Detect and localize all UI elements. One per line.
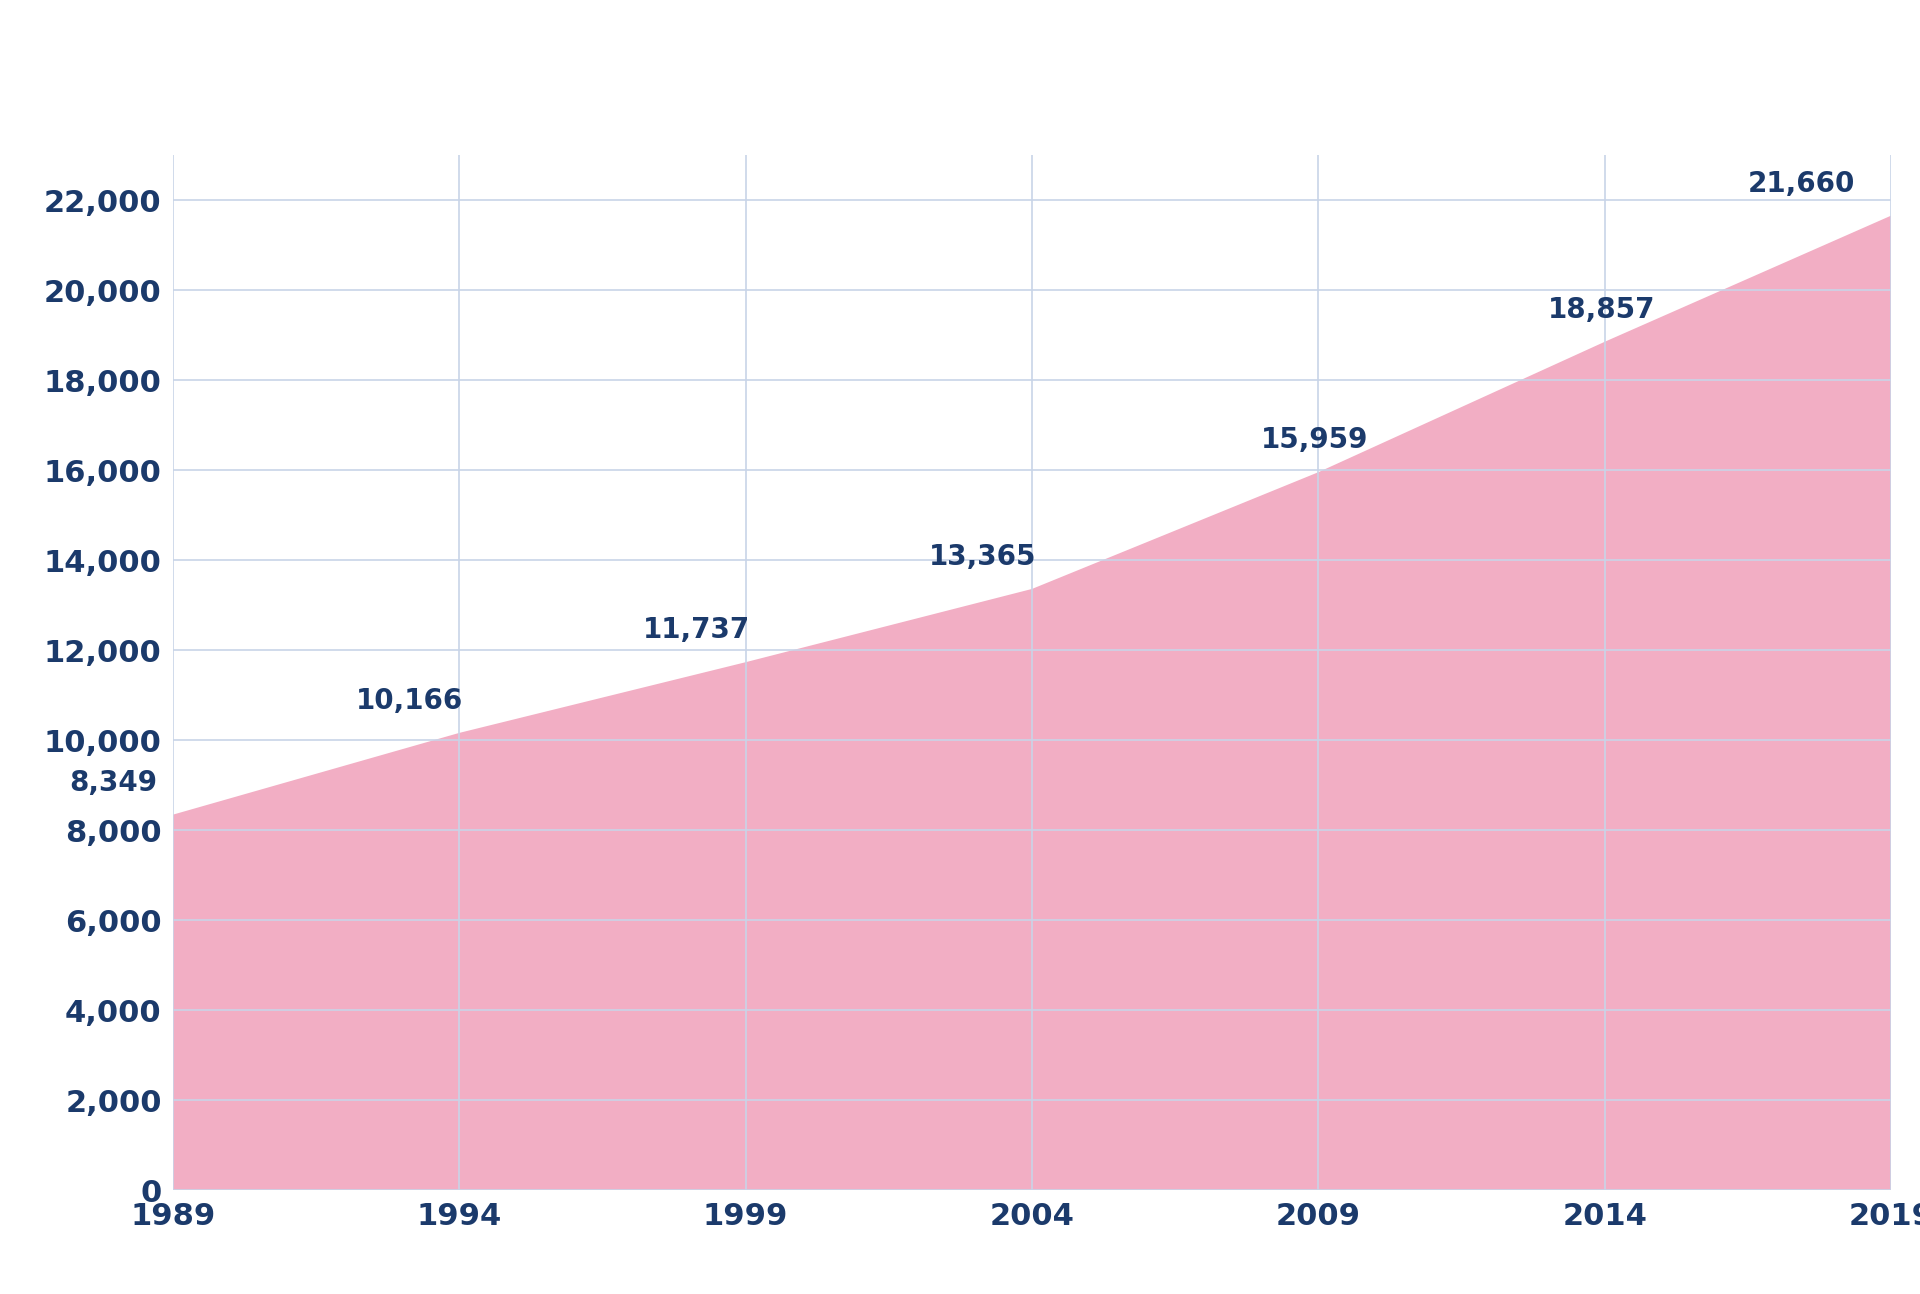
- Text: 18,857: 18,857: [1548, 296, 1655, 324]
- Text: 15,959: 15,959: [1261, 426, 1369, 454]
- Text: 8,349: 8,349: [69, 769, 157, 797]
- Text: Development of the number of beneficiaries: Development of the number of beneficiari…: [132, 45, 1313, 91]
- Text: 13,365: 13,365: [929, 543, 1037, 571]
- Polygon shape: [173, 216, 1891, 1190]
- Text: 21,660: 21,660: [1747, 170, 1855, 198]
- Text: 10,166: 10,166: [355, 687, 463, 714]
- Text: 11,737: 11,737: [643, 616, 749, 644]
